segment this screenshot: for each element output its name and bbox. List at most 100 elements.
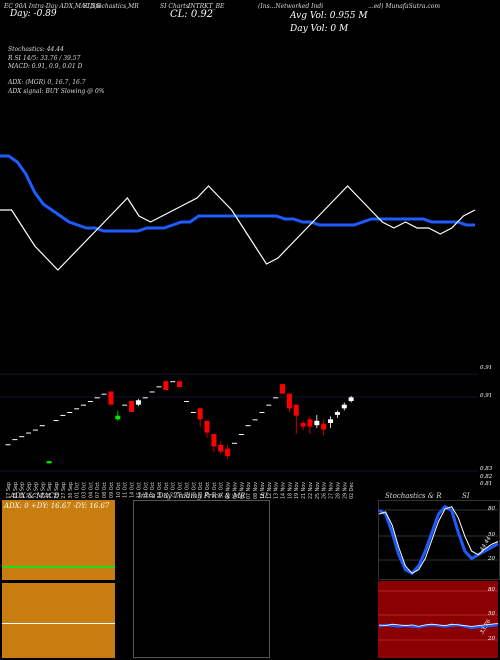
date-label: 18 Nov	[287, 482, 293, 499]
date-label: 24 Sep	[40, 482, 46, 499]
header-title-3: SI Charts	[160, 3, 189, 10]
candle-body	[177, 381, 183, 388]
adx-panel-values: ADX: 0 +DY: 16.67 -DY: 16.67	[4, 502, 110, 510]
date-label: 07 Oct	[95, 482, 101, 498]
price-label-082: 0.82	[480, 474, 493, 480]
candle-body	[348, 397, 354, 401]
candle-body	[314, 420, 320, 426]
mr-panel-si: SI	[260, 492, 268, 500]
stoch-label-20: 20	[488, 556, 495, 562]
candle-body	[53, 420, 59, 422]
date-label: 08 Nov	[253, 482, 259, 499]
price-label-081: 0.81	[480, 481, 493, 487]
candle-body	[252, 419, 258, 421]
stoch-white-line	[378, 506, 499, 574]
stoch-label-50: 50	[488, 532, 495, 538]
mr-panel	[133, 500, 270, 658]
rsi-white-line	[378, 623, 499, 627]
adx-line	[2, 566, 115, 568]
candle-body	[231, 442, 237, 444]
adx-signal: ADX signal: BUY Slowing @ 0%	[8, 88, 105, 95]
date-label: 27 Sep	[61, 482, 67, 499]
candle-body	[286, 393, 292, 409]
candle-body	[32, 429, 38, 431]
date-label: 24 Oct	[184, 482, 190, 498]
date-label: 29 Nov	[342, 482, 348, 499]
candle-body	[39, 425, 45, 427]
rsi-blue-line	[378, 623, 499, 630]
date-label: 02 Dec	[349, 482, 355, 499]
day-volume: Day Vol: 0 M	[290, 24, 349, 34]
candle-body	[273, 397, 279, 399]
candle-body	[156, 386, 162, 388]
candle-body	[115, 415, 121, 420]
candle-body	[204, 420, 210, 433]
date-label: 23 Oct	[178, 482, 184, 498]
candle-body	[67, 412, 73, 413]
candle-body	[321, 423, 327, 430]
candle-body	[122, 404, 128, 406]
adx-value: ADX: (MGR) 0, 16.7, 16.7	[8, 79, 86, 86]
date-label: 04 Oct	[88, 482, 94, 498]
candle-body	[170, 381, 176, 383]
header-title-2: SI,Stochastics,MR	[83, 3, 139, 10]
candle-body	[163, 381, 169, 390]
date-label: 05 Nov	[232, 482, 238, 499]
adx-panel: ADX: 0 +DY: 16.67 -DY: 16.67	[2, 500, 115, 580]
candle-body	[142, 397, 148, 399]
date-label: 25 Oct	[191, 482, 197, 498]
date-label: 10 Oct	[116, 482, 122, 498]
date-label: 26 Sep	[54, 482, 60, 499]
blue-indicator-line	[0, 154, 475, 233]
date-label: 08 Oct	[102, 482, 108, 498]
candle-body	[328, 419, 334, 423]
macd-panel	[2, 583, 115, 658]
date-label: 19 Sep	[20, 482, 26, 499]
candle-body	[225, 448, 231, 456]
date-label: 04 Nov	[226, 482, 232, 499]
candle-body	[266, 404, 272, 406]
date-label: 25 Nov	[315, 482, 321, 499]
date-label: 07 Nov	[246, 482, 252, 499]
date-label: 17 Sep	[6, 482, 12, 499]
date-label: 09 Oct	[109, 482, 115, 498]
date-label: 13 Nov	[274, 482, 280, 499]
date-label: 14 Nov	[281, 482, 287, 499]
date-label: 01 Oct	[75, 482, 81, 498]
date-label: 14 Oct	[130, 482, 136, 498]
date-label: 21 Nov	[301, 482, 307, 499]
candle-body	[197, 408, 203, 420]
white-indicator-line	[0, 185, 476, 271]
candle-body	[334, 412, 340, 415]
candle-body	[46, 461, 52, 464]
date-label: 31 Oct	[219, 482, 225, 498]
candle-body	[26, 432, 32, 434]
header-site: ...ed) MunafaSutra.com	[368, 3, 441, 10]
close-price: CL: 0.92	[170, 9, 214, 20]
candle-body	[135, 400, 141, 405]
candle-body	[211, 434, 217, 447]
date-label: 03 Oct	[81, 482, 87, 498]
avg-volume: Avg Vol: 0.955 M	[290, 11, 368, 21]
date-label: 28 Oct	[198, 482, 204, 498]
rsi-label-80: 80	[488, 587, 495, 593]
header-desc: (Ins...Networked Indi	[258, 3, 324, 10]
candle-body	[80, 404, 86, 406]
date-label: 30 Oct	[212, 482, 218, 498]
candle-body	[280, 384, 286, 394]
candle-body	[74, 408, 80, 410]
candle-body	[190, 412, 196, 413]
stoch-panel-si: SI	[462, 492, 470, 500]
date-label: 16 Oct	[143, 482, 149, 498]
date-label: 29 Oct	[205, 482, 211, 498]
rsi-value: R SI 14/5: 33.76 / 39.57	[8, 55, 81, 62]
date-label: 19 Nov	[294, 482, 300, 499]
date-label: 18 Oct	[157, 482, 163, 498]
candle-body	[94, 397, 100, 399]
date-label: 30 Sep	[68, 482, 74, 499]
date-label: 11 Nov	[260, 482, 266, 499]
candle-body	[307, 419, 313, 427]
candle-body	[300, 423, 306, 427]
